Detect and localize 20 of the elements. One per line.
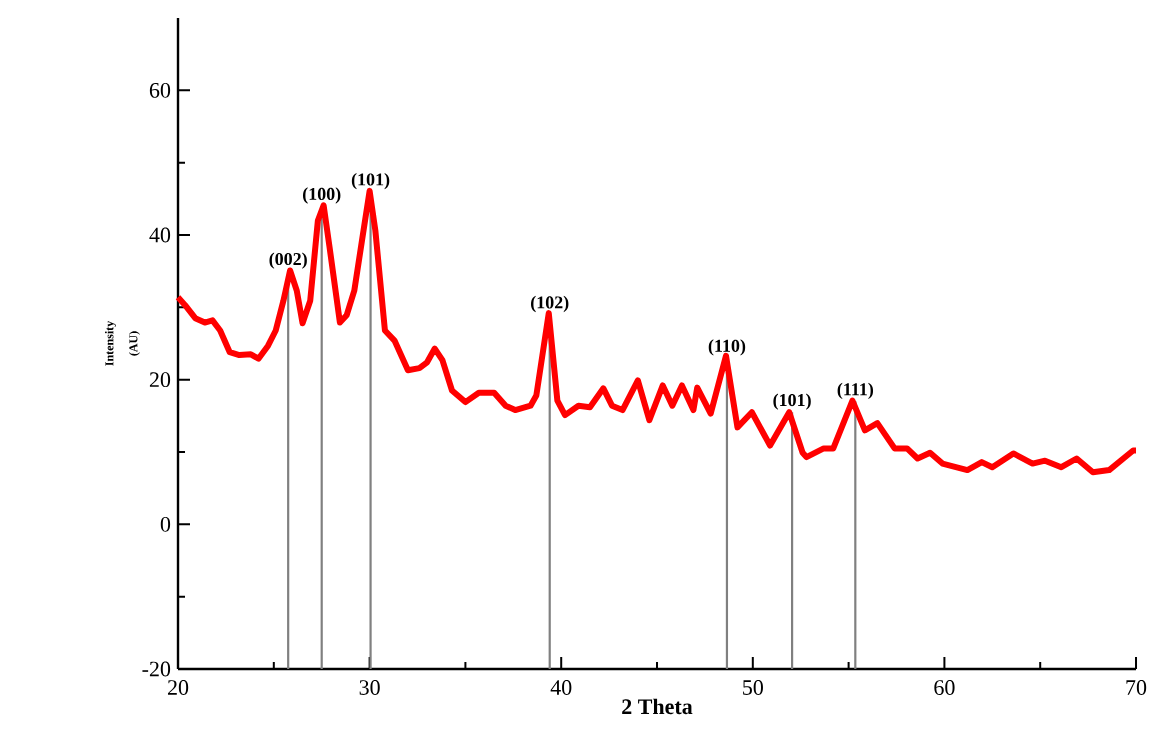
y-tick-label: 0 <box>160 516 171 532</box>
annotation: (002) <box>269 252 307 269</box>
annotation: (100) <box>303 187 341 204</box>
annotation: (101) <box>773 393 811 410</box>
y-tick-label: 20 <box>149 372 171 388</box>
annotation: (111) <box>837 382 874 399</box>
x-tick-label: 20 <box>167 680 189 695</box>
x-tick-label: 40 <box>550 680 572 695</box>
annotation: (102) <box>531 295 569 313</box>
y-tick-label: -20 <box>142 661 171 677</box>
annotation: (101) <box>351 172 390 190</box>
x-tick-label: 60 <box>934 680 955 695</box>
y-tick-label: 60 <box>149 82 171 98</box>
y-axis-title: Intensity (AU) <box>104 320 140 366</box>
x-tick-label: 30 <box>359 680 380 695</box>
x-tick-label: 70 <box>1126 680 1147 695</box>
x-axis-title: 2 Theta <box>622 698 693 715</box>
annotation: (110) <box>708 339 746 356</box>
x-tick-label: 50 <box>743 680 763 695</box>
y-tick-label: 40 <box>149 227 171 243</box>
